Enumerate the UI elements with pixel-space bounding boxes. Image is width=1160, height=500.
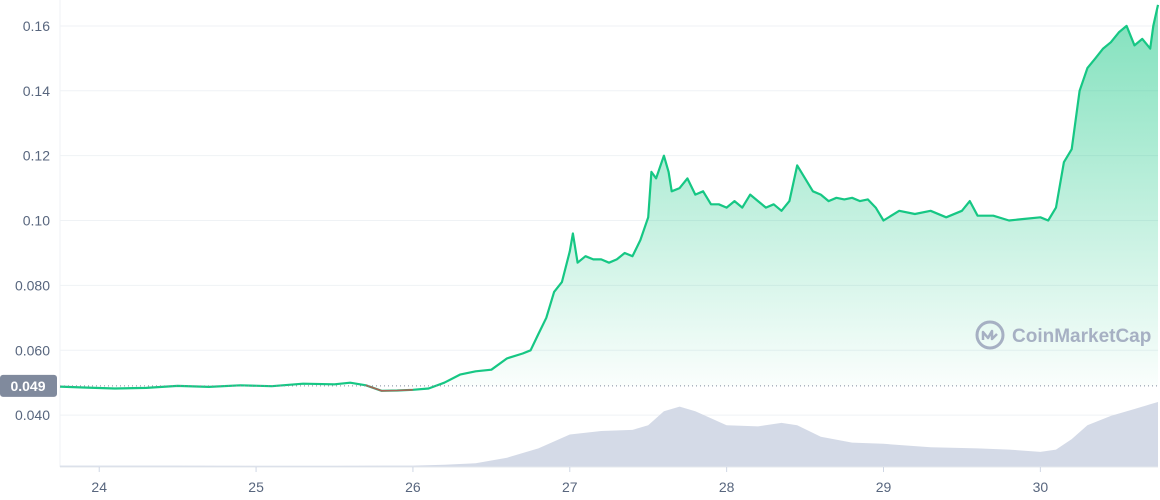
y-tick-label: 0.080 (15, 277, 50, 293)
y-tick-label: 0.16 (23, 18, 50, 34)
volume-area-shape (60, 402, 1158, 467)
y-tick-label: 0.12 (23, 148, 50, 164)
current-price-label-bg (0, 374, 57, 397)
volume-area (60, 402, 1158, 467)
x-tick-label: 26 (405, 479, 421, 495)
x-tick-label: 25 (248, 479, 264, 495)
y-axis: 0.040 0.060 0.080 0.10 0.12 0.14 0.16 (15, 18, 50, 423)
y-tick-label: 0.060 (15, 342, 50, 358)
price-area-fill (60, 4, 1158, 386)
watermark: CoinMarketCap (975, 320, 1151, 350)
y-tick-label: 0.040 (15, 407, 50, 423)
price-area (60, 4, 1158, 386)
watermark-text: CoinMarketCap (1012, 326, 1151, 347)
y-tick-label: 0.14 (23, 83, 50, 99)
coinmarketcap-logo-icon (975, 320, 1005, 350)
x-axis: 24 25 26 27 28 29 30 (60, 466, 1158, 495)
x-tick-label: 24 (91, 479, 107, 495)
price-line-path (59, 4, 1160, 392)
x-tick-label: 28 (719, 479, 735, 495)
y-tick-label: 0.10 (23, 213, 50, 229)
current-price-marker: 0.049 (0, 374, 1158, 397)
current-price-label: 0.049 (10, 378, 45, 394)
x-tick-label: 29 (876, 479, 892, 495)
price-line (59, 4, 1160, 392)
price-line-down-segment (365, 384, 413, 392)
x-tick-label: 27 (562, 479, 578, 495)
x-tick-label: 30 (1033, 479, 1049, 495)
